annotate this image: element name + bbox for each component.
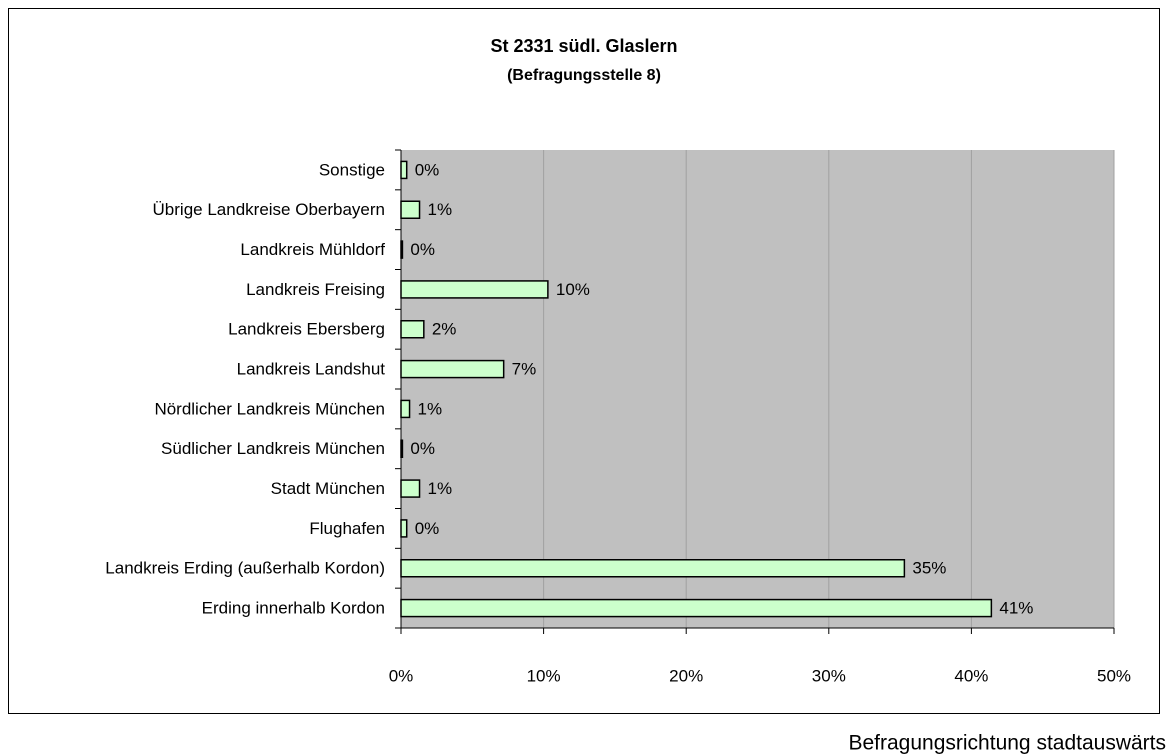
value-label: 0% <box>410 439 435 458</box>
y-tick-label: Landkreis Freising <box>246 280 385 299</box>
bar <box>400 519 408 538</box>
bar <box>400 280 549 299</box>
value-label: 35% <box>912 559 946 578</box>
value-label: 0% <box>410 240 435 259</box>
y-tick-label: Landkreis Landshut <box>237 360 386 379</box>
chart-title: St 2331 südl. Glaslern <box>490 36 677 56</box>
plot-area <box>401 150 1114 628</box>
y-tick-label: Landkreis Erding (außerhalb Kordon) <box>105 559 385 578</box>
x-tick-label: 50% <box>1097 666 1131 685</box>
y-tick-label: Erding innerhalb Kordon <box>202 599 385 618</box>
value-label: 10% <box>556 280 590 299</box>
bar <box>400 598 993 618</box>
value-label: 1% <box>418 399 443 418</box>
y-tick-label: Flughafen <box>309 519 385 538</box>
value-label: 7% <box>512 360 537 379</box>
x-tick-label: 20% <box>669 666 703 685</box>
value-label: 41% <box>999 599 1033 618</box>
bar <box>400 479 421 498</box>
bar <box>400 399 411 419</box>
x-tick-label: 10% <box>527 666 561 685</box>
bar <box>400 240 404 259</box>
y-tick-label: Landkreis Ebersberg <box>228 320 385 339</box>
x-tick-label: 0% <box>389 666 414 685</box>
value-label: 0% <box>415 160 440 179</box>
value-label: 2% <box>432 320 457 339</box>
bar <box>400 559 906 578</box>
x-tick-label: 30% <box>812 666 846 685</box>
bar <box>400 439 404 458</box>
y-tick-label: Landkreis Mühldorf <box>240 240 385 259</box>
bar <box>400 200 421 219</box>
x-tick-label: 40% <box>954 666 988 685</box>
y-tick-label: Nördlicher Landkreis München <box>154 399 385 418</box>
chart-subtitle: (Befragungsstelle 8) <box>507 67 661 84</box>
bar <box>400 359 505 379</box>
y-tick-label: Südlicher Landkreis München <box>161 439 385 458</box>
value-label: 0% <box>415 519 440 538</box>
footer-note: Befragungsrichtung stadtauswärts <box>848 732 1166 755</box>
value-label: 1% <box>428 479 453 498</box>
y-tick-label: Übrige Landkreise Oberbayern <box>153 200 385 219</box>
bar <box>400 320 425 339</box>
bar <box>400 160 408 180</box>
y-tick-label: Sonstige <box>319 160 385 179</box>
y-tick-label: Stadt München <box>271 479 385 498</box>
value-label: 1% <box>428 200 453 219</box>
